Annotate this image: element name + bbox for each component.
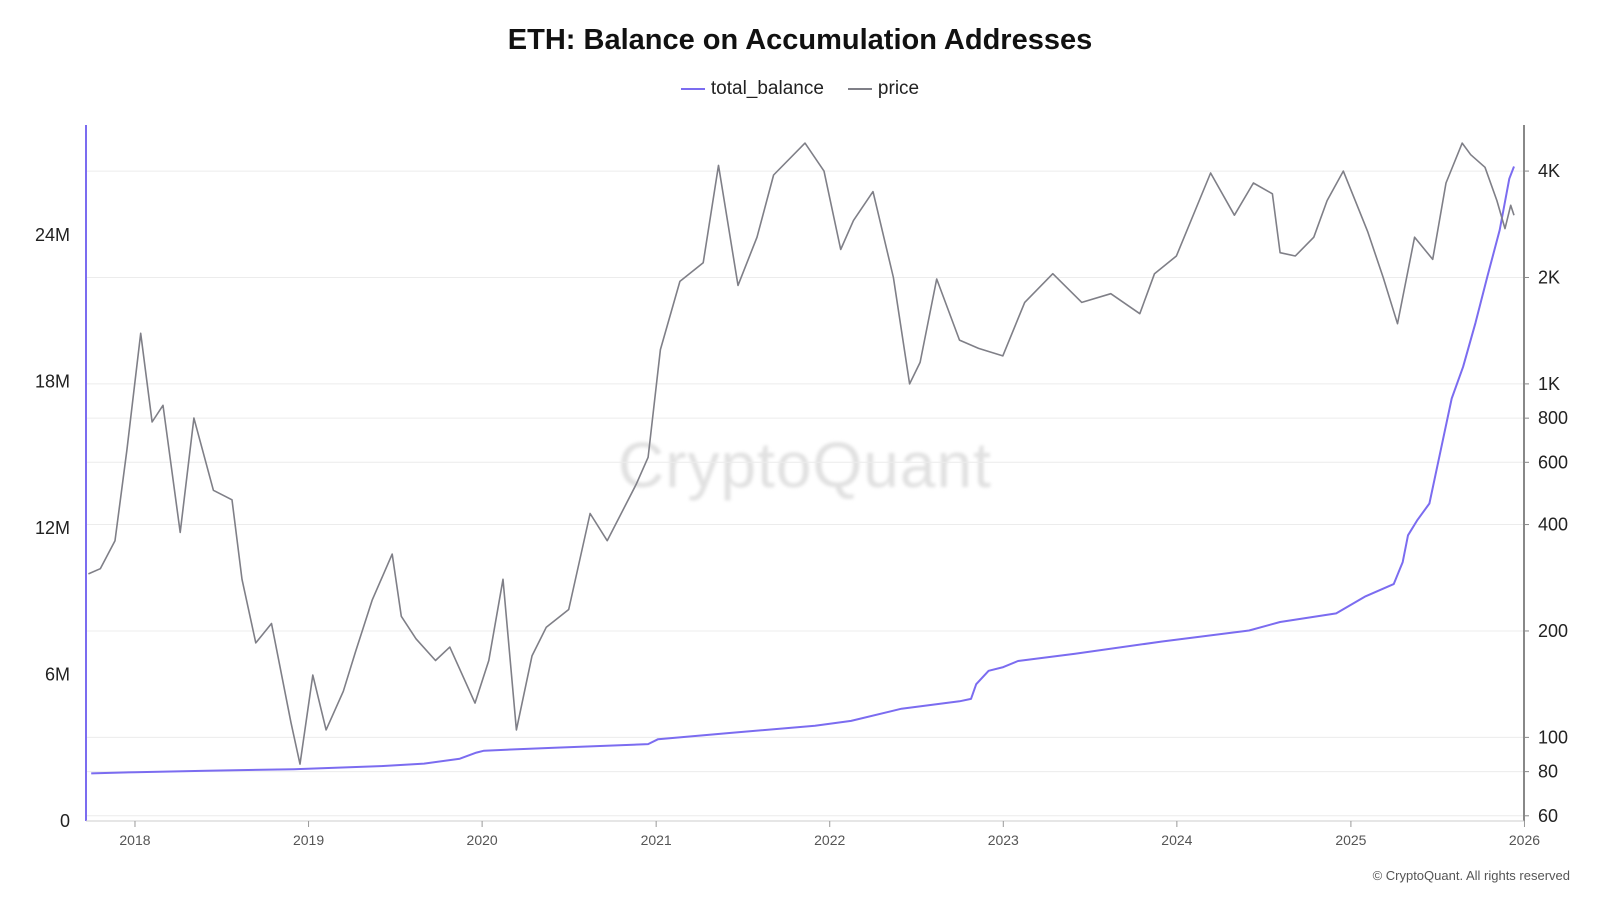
right-tick-label: 600 — [1538, 452, 1568, 472]
x-tick-label: 2024 — [1161, 832, 1192, 848]
x-tick-label: 2019 — [293, 832, 324, 848]
x-tick-label: 2025 — [1335, 832, 1366, 848]
right-tick-label: 400 — [1538, 515, 1568, 535]
right-tick-label: 1K — [1538, 374, 1560, 394]
legend-swatch-total-balance — [680, 88, 705, 90]
legend-swatch-price — [847, 88, 872, 90]
series-line-price — [88, 142, 1515, 765]
left-tick-label: 0 — [60, 811, 70, 831]
right-tick-label: 100 — [1538, 727, 1568, 747]
right-tick-label: 2K — [1538, 267, 1560, 287]
right-tick-label: 200 — [1538, 621, 1568, 641]
chart-title: ETH: Balance on Accumulation Addresses — [507, 24, 1093, 56]
left-tick-label: 6M — [45, 664, 70, 684]
left-tick-label: 12M — [35, 518, 70, 538]
chart-legend: total_balance price — [0, 78, 1600, 100]
legend-label-price: price — [877, 78, 920, 99]
legend-item-price[interactable]: price — [847, 78, 920, 100]
x-tick-label: 2018 — [119, 832, 150, 848]
left-tick-label: 24M — [35, 225, 70, 245]
right-tick-label: 80 — [1538, 762, 1558, 782]
copyright-text: © CryptoQuant. All rights reserved — [1372, 868, 1570, 883]
right-tick-label: 800 — [1538, 408, 1568, 428]
legend-item-total-balance[interactable]: total_balance — [680, 78, 824, 100]
x-tick-label: 2023 — [988, 832, 1019, 848]
x-tick-label: 2022 — [814, 832, 845, 848]
x-tick-label: 2021 — [641, 832, 672, 848]
series-line-total-balance — [91, 166, 1515, 775]
right-tick-label: 4K — [1538, 161, 1560, 181]
left-tick-label: 18M — [35, 371, 70, 391]
legend-label-total-balance: total_balance — [710, 78, 824, 99]
x-tick-label: 2020 — [467, 832, 498, 848]
watermark-logo: CryptoQuant — [618, 429, 992, 501]
right-tick-label: 60 — [1538, 806, 1558, 826]
x-tick-label: 2026 — [1509, 832, 1540, 848]
